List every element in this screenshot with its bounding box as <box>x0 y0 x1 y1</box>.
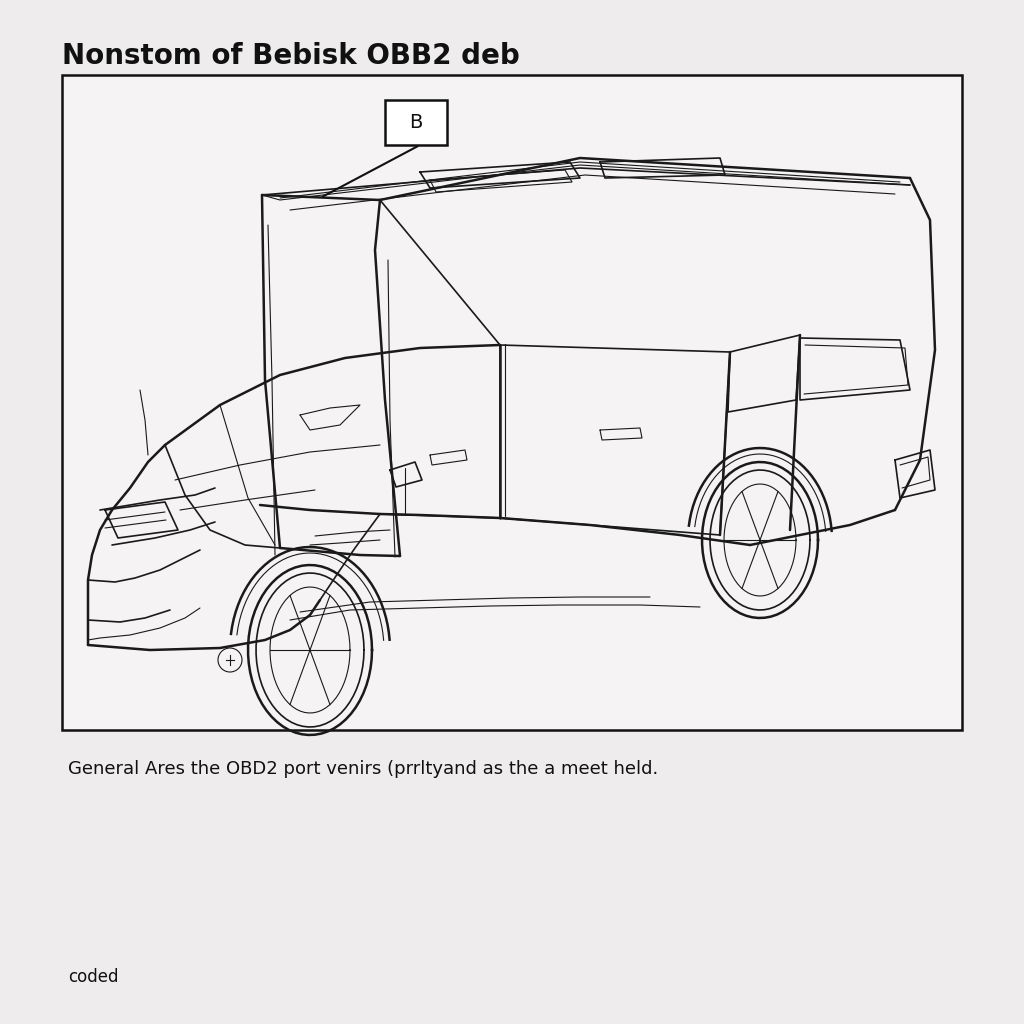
Bar <box>385 100 447 145</box>
Text: Nonstom of Bebisk OBB2 deb: Nonstom of Bebisk OBB2 deb <box>62 42 520 70</box>
Text: coded: coded <box>68 968 119 986</box>
Text: General Ares the OBD2 port venirs (prrltyand as the a meet held.: General Ares the OBD2 port venirs (prrlt… <box>68 760 658 778</box>
Bar <box>62 75 962 730</box>
Text: B: B <box>410 113 423 132</box>
